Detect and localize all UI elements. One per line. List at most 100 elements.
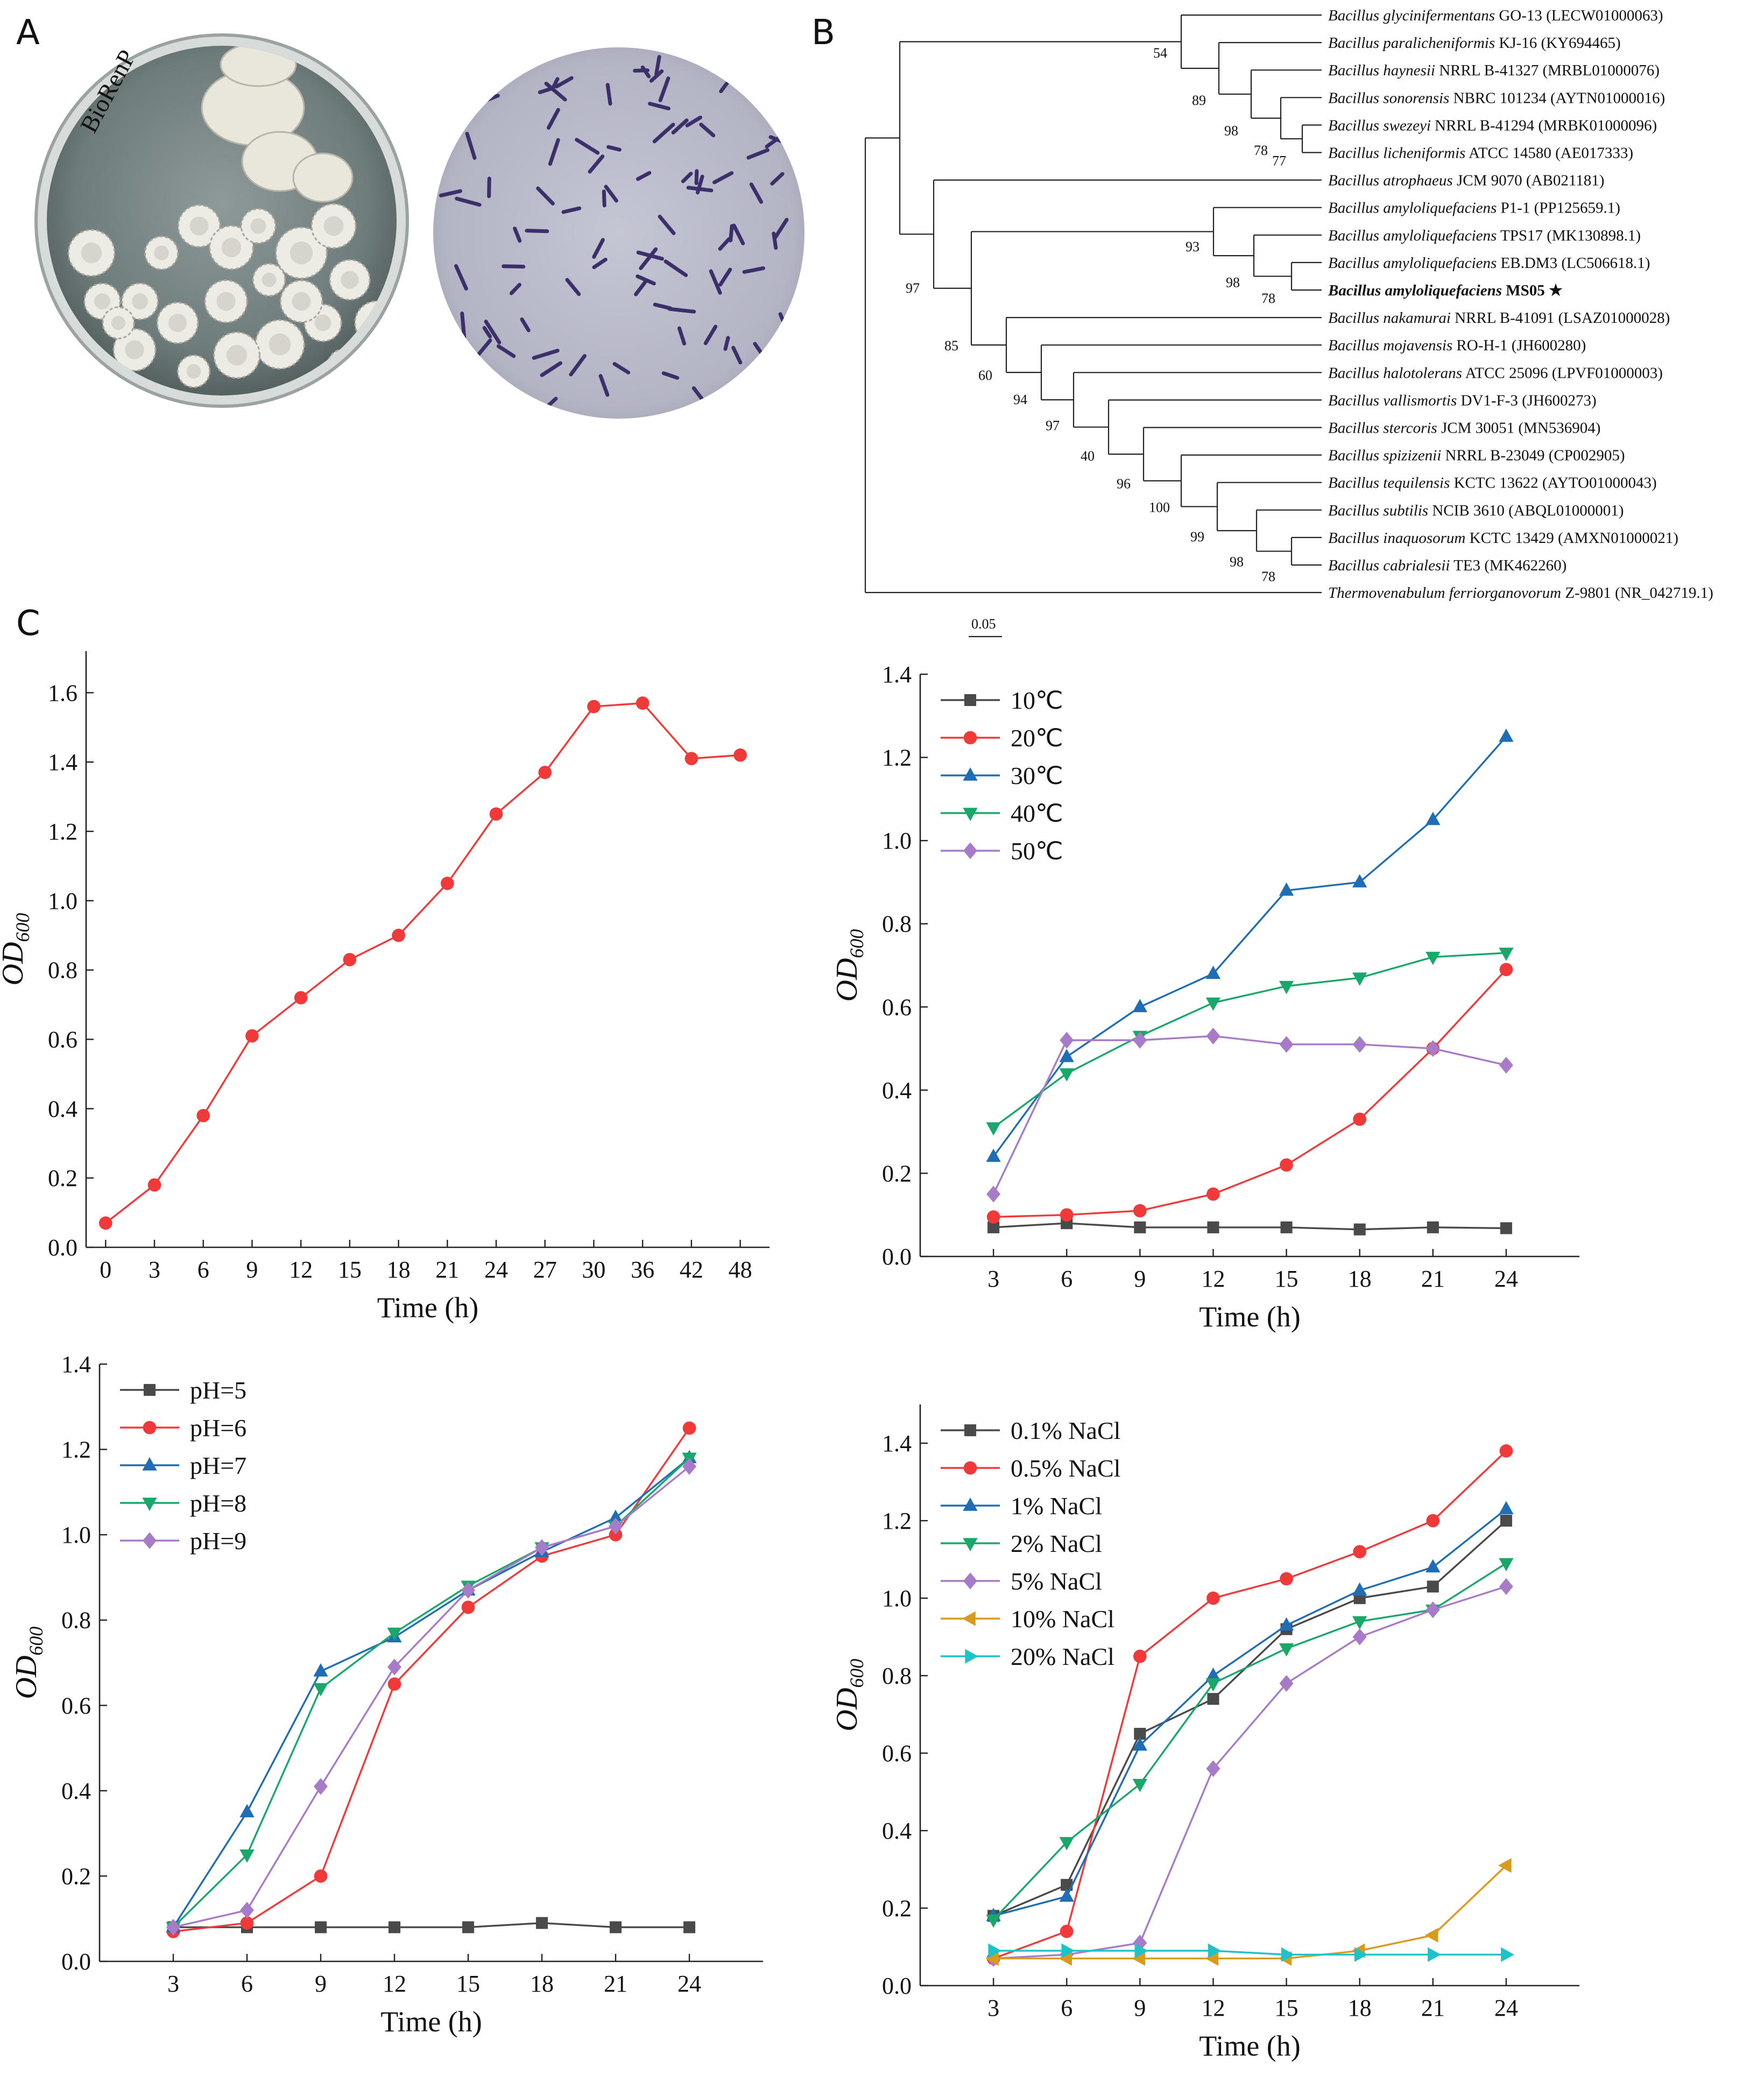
data-point — [314, 1869, 328, 1883]
data-point — [1499, 728, 1514, 742]
bootstrap-value: 89 — [1192, 93, 1206, 108]
bootstrap-value: 40 — [1081, 448, 1095, 464]
y-tick-label: 0.4 — [61, 1778, 91, 1804]
taxon-strain: P1-1 (PP125659.1) — [1497, 200, 1620, 217]
taxon-strain: NRRL B-23049 (CP002905) — [1441, 447, 1625, 464]
data-point — [1205, 965, 1221, 979]
y-tick-label: 1.2 — [882, 1508, 912, 1534]
taxon-strain: ATCC 25096 (LPVF01000003) — [1462, 364, 1663, 382]
data-point — [1132, 1951, 1146, 1966]
taxon-label: Bacillus inaquosorum KCTC 13429 (AMXN010… — [1328, 529, 1678, 547]
data-point — [682, 1421, 696, 1435]
legend-label: 10℃ — [1011, 687, 1063, 714]
taxon-species: Bacillus paralicheniformis — [1328, 34, 1495, 52]
data-point — [988, 1943, 1002, 1958]
bootstrap-value: 100 — [1149, 499, 1170, 515]
panel-label-a: A — [16, 13, 40, 53]
y-tick-label: 1.4 — [61, 1351, 91, 1378]
taxon-strain: KCTC 13622 (AYTO01000043) — [1450, 475, 1656, 492]
x-tick-label: 6 — [1061, 1995, 1072, 2021]
legend-label: pH=9 — [190, 1527, 246, 1555]
bootstrap-value: 77 — [1272, 153, 1286, 169]
taxon-label: Bacillus glycinifermentans GO-13 (LECW01… — [1328, 7, 1663, 24]
y-tick-label: 0.6 — [882, 994, 912, 1020]
data-point — [314, 1921, 327, 1933]
y-tick-label: 0.2 — [882, 1895, 912, 1922]
taxon-label: Bacillus paralicheniformis KJ-16 (KY6944… — [1328, 34, 1621, 52]
taxon-species: Bacillus swezeyi — [1328, 117, 1431, 134]
data-point — [1132, 999, 1147, 1013]
data-point — [343, 952, 357, 966]
legend-marker — [963, 767, 978, 781]
taxon-species: Bacillus amyloliquefaciens — [1328, 227, 1497, 244]
y-axis-title-subscript: 600 — [12, 913, 33, 942]
taxon-species: Bacillus stercoris — [1328, 420, 1437, 437]
taxon-species: Bacillus atrophaeus — [1328, 172, 1453, 189]
data-point — [1279, 1675, 1294, 1692]
data-point — [387, 1677, 401, 1691]
phylogenetic-tree: Bacillus glycinifermentans GO-13 (LECW01… — [864, 7, 1713, 638]
data-point — [1426, 1040, 1440, 1057]
y-tick-label: 1.0 — [61, 1522, 91, 1548]
x-tick-label: 27 — [533, 1256, 557, 1283]
data-point — [314, 1778, 328, 1795]
taxon-label: Bacillus tequilensis KCTC 13622 (AYTO010… — [1328, 475, 1657, 492]
taxon-species: Bacillus halotolerans — [1328, 364, 1462, 382]
data-point — [1426, 1514, 1440, 1528]
x-tick-label: 15 — [1275, 1995, 1299, 2021]
data-point — [239, 1849, 255, 1863]
y-axis-title-main: OD — [0, 942, 30, 986]
x-tick-label: 9 — [1134, 1995, 1146, 2021]
legend-marker — [963, 1461, 977, 1475]
data-point — [1500, 1514, 1512, 1527]
data-point — [609, 1921, 622, 1933]
data-point — [1426, 811, 1441, 825]
data-point — [313, 1663, 328, 1677]
taxon-label: Bacillus amyloliquefaciens P1-1 (PP12565… — [1328, 200, 1620, 217]
data-point — [1352, 874, 1367, 888]
data-point — [1206, 1760, 1220, 1777]
data-point — [1207, 1221, 1219, 1233]
x-tick-label: 6 — [241, 1971, 253, 1997]
taxon-label: Bacillus subtilis NCIB 3610 (ABQL0100000… — [1328, 502, 1624, 519]
y-tick-label: 0.8 — [882, 911, 912, 937]
x-tick-label: 48 — [729, 1256, 752, 1283]
taxon-strain: KCTC 13429 (AMXN01000021) — [1465, 529, 1678, 547]
data-point — [1499, 1056, 1513, 1074]
legend-label: 20% NaCl — [1011, 1643, 1114, 1670]
x-tick-label: 42 — [680, 1256, 703, 1283]
y-tick-label: 1.2 — [61, 1437, 91, 1463]
taxon-species: Bacillus tequilensis — [1328, 475, 1450, 492]
y-axis-title-main: OD — [830, 1688, 864, 1732]
taxon-strain: NRRL B-41327 (MRBL01000076) — [1435, 62, 1660, 79]
rod-shaped-cells — [439, 52, 799, 408]
x-tick-label: 21 — [1421, 1995, 1445, 2021]
x-tick-label: 15 — [456, 1971, 480, 1997]
x-tick-label: 30 — [582, 1256, 605, 1283]
taxon-species: Bacillus subtilis — [1328, 502, 1428, 519]
x-tick-label: 9 — [315, 1971, 327, 1997]
y-tick-label: 0.0 — [48, 1234, 77, 1261]
legend-label: 0.1% NaCl — [1011, 1417, 1120, 1444]
taxon-label: Bacillus halotolerans ATCC 25096 (LPVF01… — [1328, 364, 1663, 382]
data-point — [1208, 1943, 1222, 1958]
x-axis-title: Time (h) — [1199, 2030, 1301, 2062]
data-point — [98, 1216, 112, 1230]
x-tick-label: 18 — [1348, 1266, 1372, 1292]
y-tick-label: 0.4 — [48, 1096, 77, 1122]
legend-label: 10% NaCl — [1011, 1605, 1114, 1633]
legend-label: 0.5% NaCl — [1011, 1454, 1120, 1482]
data-point — [1060, 1924, 1074, 1938]
data-point — [1061, 1879, 1073, 1891]
y-axis-title: OD600 — [10, 1627, 47, 1699]
taxon-label: Bacillus cabrialesii TE3 (MK462260) — [1328, 557, 1567, 574]
legend-label: 20℃ — [1011, 724, 1063, 752]
data-point — [986, 1148, 1001, 1162]
y-axis-title: OD600 — [0, 913, 33, 986]
taxon-species: Bacillus licheniformis — [1328, 145, 1465, 162]
series-line — [993, 969, 1507, 1218]
ph-chart: 0.0 0.2 0.4 0.6 0.8 1.0 1.2 1.4 3 6 9 12 15 18 21 24 Tim… — [10, 1351, 763, 2038]
x-tick-label: 18 — [1348, 1995, 1372, 2021]
data-point — [1059, 1049, 1074, 1062]
bootstrap-value: 98 — [1230, 554, 1244, 569]
